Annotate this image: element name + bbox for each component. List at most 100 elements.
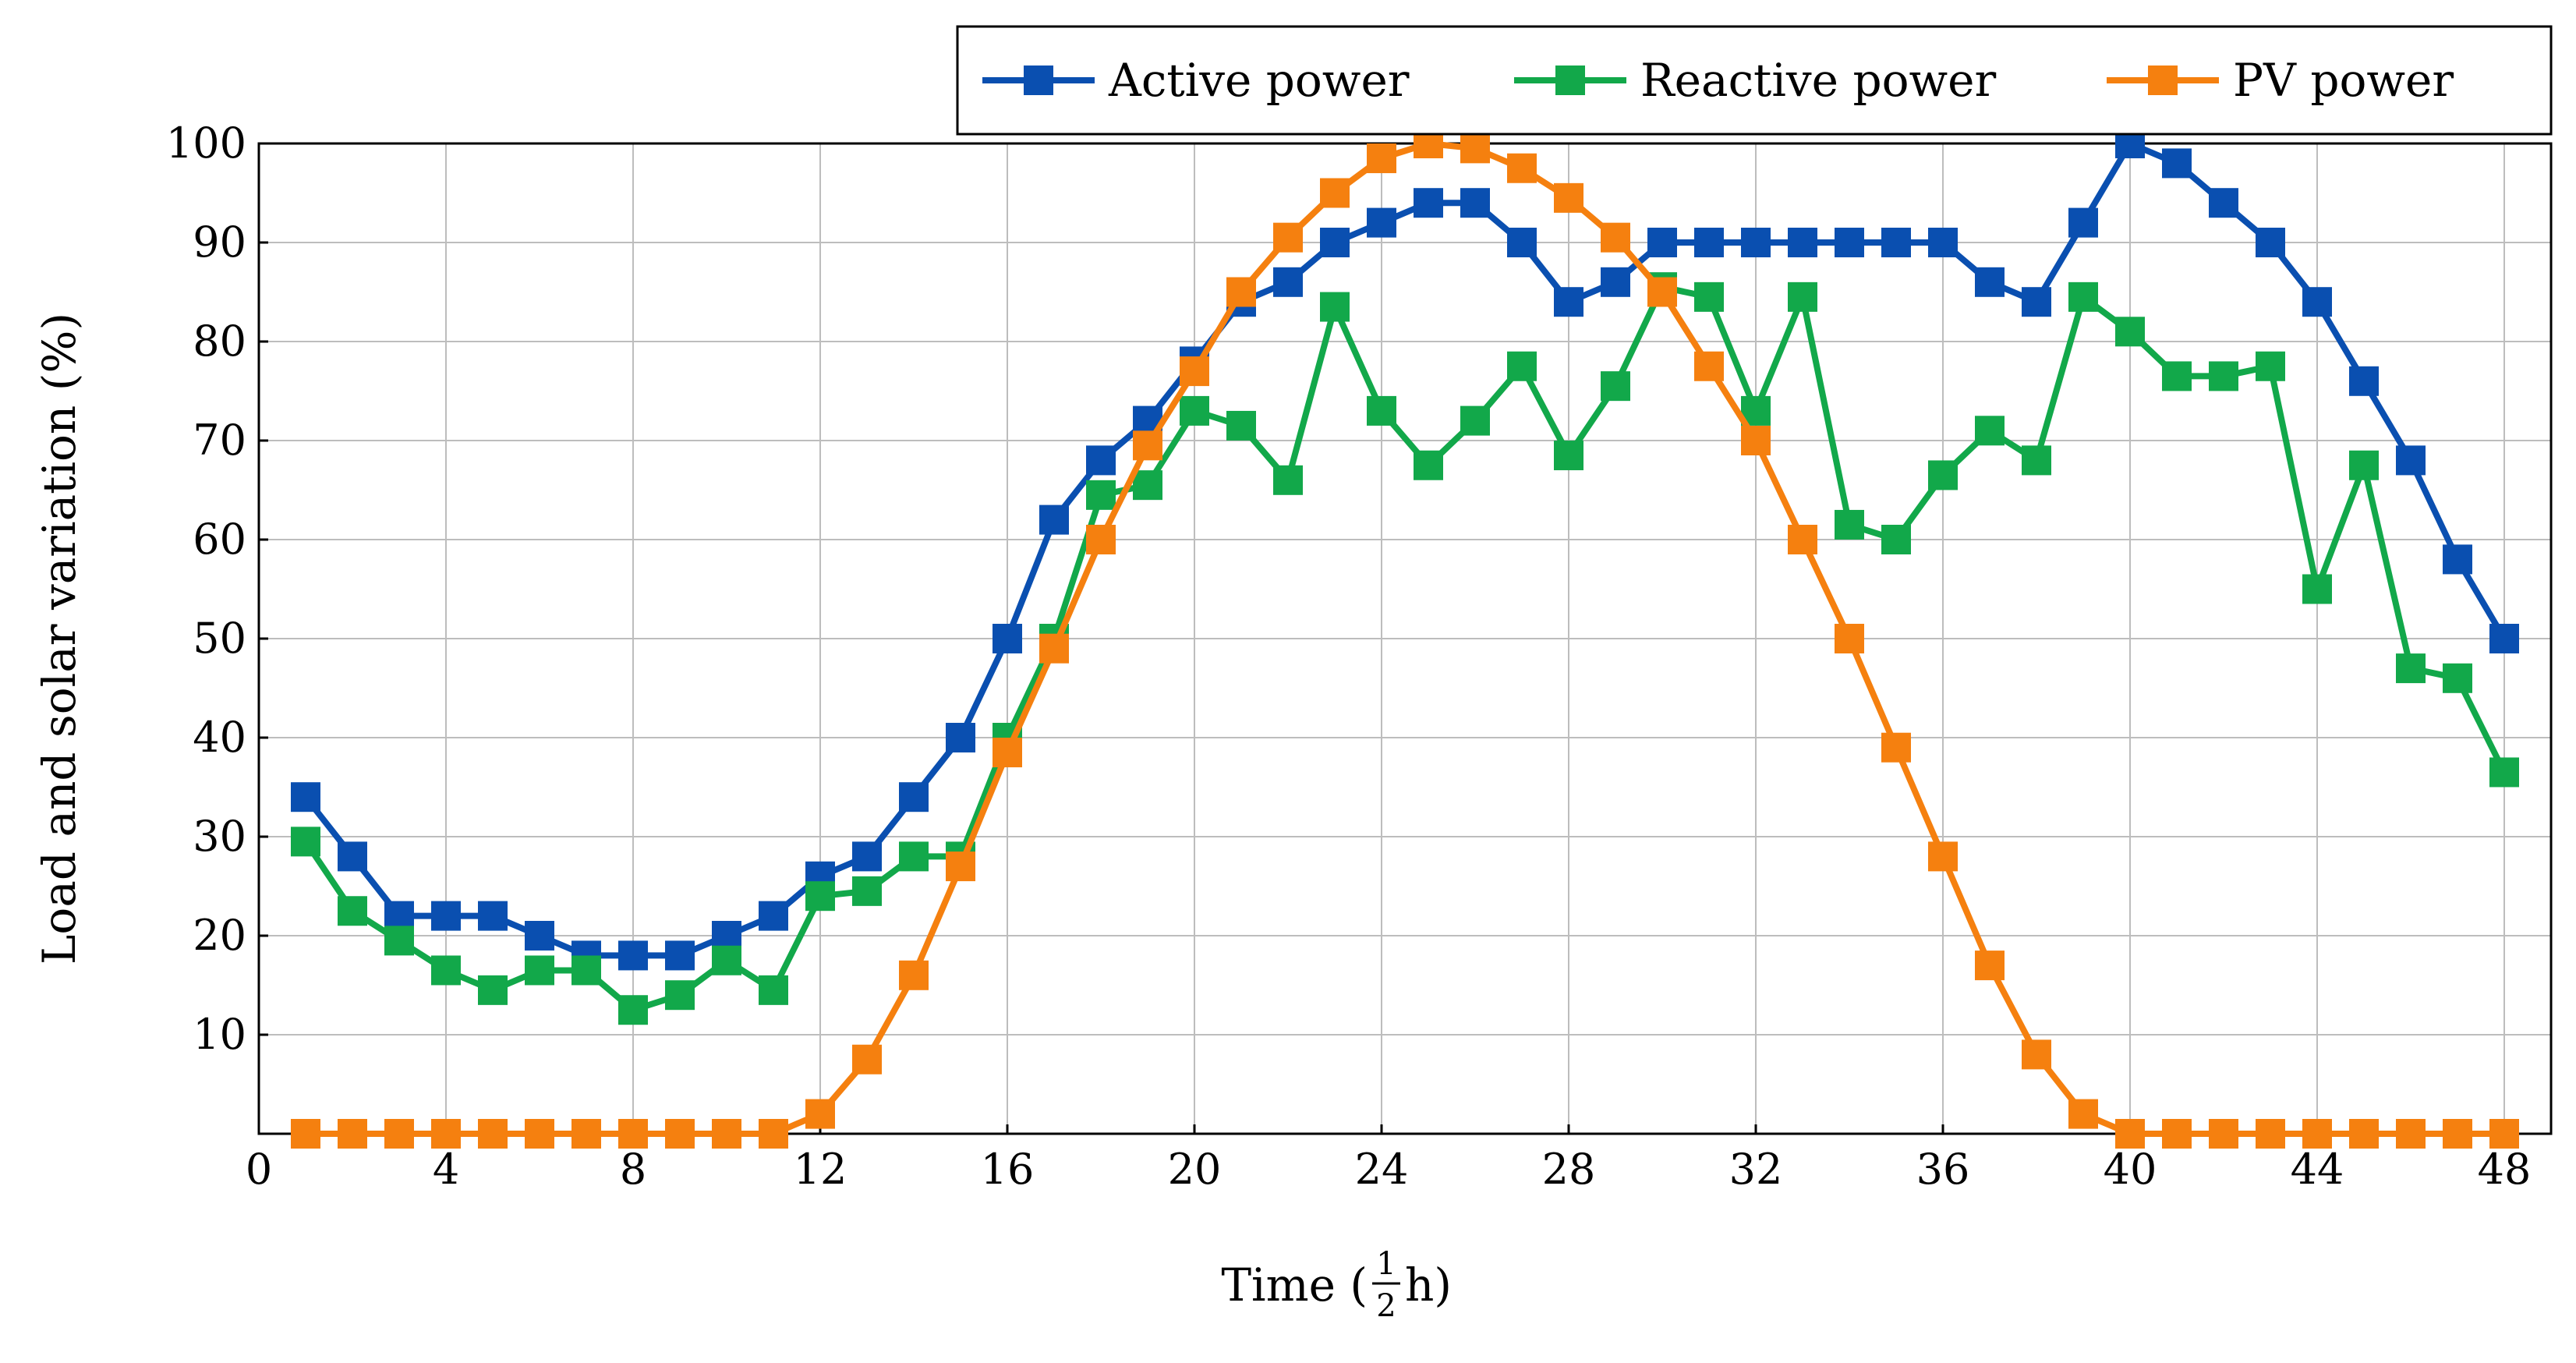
data-point-marker [1460, 188, 1490, 218]
data-point-marker [618, 995, 648, 1025]
data-point-marker [431, 901, 461, 931]
data-point-marker [946, 851, 975, 882]
data-point-marker [1273, 222, 1303, 253]
data-point-marker [805, 881, 835, 912]
legend-marker [1555, 65, 1585, 95]
data-point-marker [525, 1119, 554, 1149]
data-point-marker [1554, 287, 1583, 317]
data-point-marker [2209, 361, 2238, 391]
data-point-marker [1788, 525, 1817, 554]
data-point-marker [1881, 525, 1911, 554]
series-layer [291, 129, 2519, 1149]
data-point-marker [1180, 356, 1209, 387]
legend-label: Active power [1108, 54, 1410, 107]
data-point-marker [384, 901, 414, 931]
data-point-marker [1039, 504, 1069, 535]
data-point-marker [712, 1119, 741, 1149]
data-point-marker [291, 782, 320, 812]
y-tick-label: 60 [193, 515, 246, 564]
series-line [303, 284, 2507, 1014]
data-point-marker [1835, 509, 1864, 540]
data-point-marker [384, 1119, 414, 1149]
data-point-marker [1554, 182, 1583, 213]
data-point-marker [1460, 133, 1490, 164]
x-axis-label-suffix: h) [1405, 1259, 1452, 1312]
data-point-marker [1507, 153, 1537, 183]
data-point-marker [2209, 1119, 2238, 1149]
data-point-marker [1741, 426, 1771, 455]
data-point-marker [2068, 281, 2098, 312]
data-point-marker [2396, 1119, 2426, 1149]
series-reactive-power [291, 272, 2519, 1025]
data-point-marker [2022, 1039, 2051, 1070]
data-point-marker [1273, 465, 1303, 495]
data-point-marker [384, 926, 414, 956]
data-point-marker [2302, 574, 2332, 604]
data-point-marker [1039, 633, 1069, 664]
data-point-marker [338, 1119, 367, 1149]
data-point-marker [759, 975, 788, 1005]
data-point-marker [1835, 624, 1864, 653]
data-point-marker [2443, 544, 2472, 575]
data-point-marker [431, 955, 461, 986]
legend-marker [2148, 65, 2178, 95]
data-point-marker [2489, 757, 2519, 788]
data-point-marker [1647, 277, 1677, 307]
data-point-marker [1835, 228, 1864, 257]
y-tick-label: 70 [193, 416, 246, 465]
data-point-marker [291, 827, 320, 857]
data-point-marker [899, 782, 929, 812]
data-point-marker [852, 1044, 882, 1074]
data-point-marker [1975, 416, 2005, 446]
data-point-marker [2443, 1119, 2472, 1149]
data-point-marker [1788, 228, 1817, 257]
data-point-marker [899, 960, 929, 990]
data-point-marker [2256, 351, 2285, 381]
x-axis-label-fraction-numerator: 1 [1376, 1246, 1396, 1282]
x-tick-label: 44 [2291, 1145, 2344, 1194]
data-point-marker [712, 921, 741, 951]
legend-item-pv-power: PV power [2107, 54, 2454, 107]
y-tick-label: 90 [193, 218, 246, 267]
data-point-marker [899, 841, 929, 872]
data-point-marker [2256, 1119, 2285, 1149]
data-point-marker [1320, 292, 1350, 322]
data-point-marker [1788, 281, 1817, 312]
y-tick-label: 10 [193, 1010, 246, 1059]
x-tick-label: 8 [620, 1145, 646, 1194]
data-point-marker [1975, 267, 2005, 297]
data-point-marker [665, 980, 695, 1011]
data-point-marker [291, 1119, 320, 1149]
legend-marker [1024, 65, 1053, 95]
legend: Active power Reactive power PV power [956, 25, 2553, 136]
data-point-marker [993, 624, 1022, 653]
data-point-marker [2349, 366, 2379, 396]
data-point-marker [1180, 395, 1209, 426]
data-point-marker [852, 841, 882, 872]
x-tick-label: 0 [246, 1145, 272, 1194]
data-point-marker [525, 921, 554, 951]
data-point-marker [1367, 395, 1396, 426]
data-point-marker [2209, 188, 2238, 218]
y-tick-label: 80 [193, 317, 246, 366]
data-point-marker [759, 1119, 788, 1149]
x-axis-label-prefix: Time ( [1221, 1259, 1368, 1312]
data-point-marker [993, 738, 1022, 768]
data-point-marker [1601, 371, 1630, 402]
data-point-marker [1647, 228, 1677, 257]
data-point-marker [1367, 143, 1396, 174]
data-point-marker [2022, 287, 2051, 317]
data-point-marker [571, 1119, 601, 1149]
data-point-marker [1928, 841, 1958, 872]
data-point-marker [1975, 951, 2005, 981]
y-axis-ticks: 10 20 30 40 50 60 70 80 90 100 [166, 119, 268, 1059]
data-point-marker [1554, 441, 1583, 471]
x-axis-ticks: 0 4 8 12 16 20 24 28 32 36 40 44 48 [246, 1124, 2531, 1194]
data-point-marker [1320, 178, 1350, 208]
x-axis-label: Time ( 1 2 h) [1221, 1246, 1452, 1324]
x-tick-label: 28 [1542, 1145, 1596, 1194]
data-point-marker [478, 1119, 508, 1149]
series-active-power [291, 129, 2519, 971]
data-point-marker [1086, 445, 1116, 476]
